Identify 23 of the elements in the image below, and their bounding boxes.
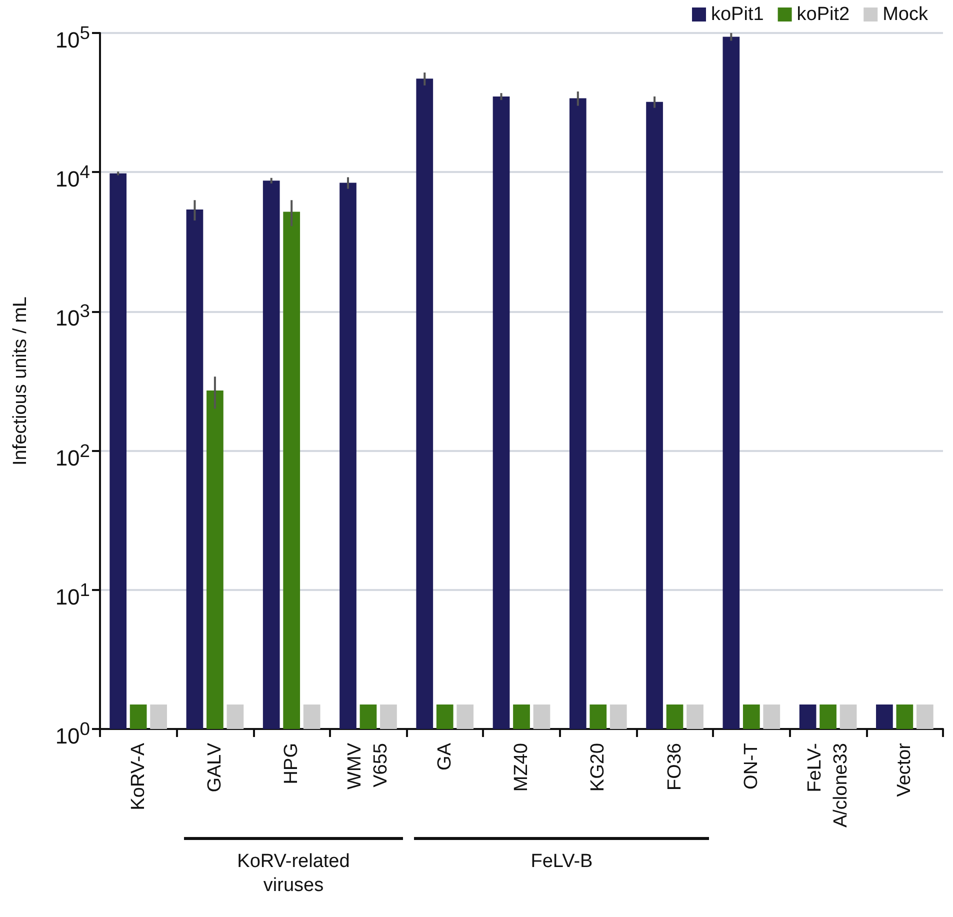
y-tick-label: 10$^{1}$: [54, 578, 90, 610]
x-tick-label: HPG: [281, 743, 302, 784]
x-tick-label: Vector: [894, 742, 916, 797]
y-tick-label: 10$^{4}$: [54, 160, 90, 193]
legend-label: koPit1: [710, 4, 764, 25]
x-tick-label: FO36: [664, 743, 686, 791]
x-tick-label: KG20: [588, 743, 609, 792]
x-tick-label: GA: [434, 742, 456, 770]
legend-label: Mock: [882, 4, 928, 25]
x-tick-label: ON-T: [740, 742, 762, 790]
x-tick-label: MZ40: [511, 743, 532, 792]
y-tick-label: 10$^{0}$: [54, 717, 90, 750]
y-axis-title: Infectious units / mL: [10, 296, 31, 466]
y-tick-label: 10$^{2}$: [55, 440, 90, 470]
x-tick-label: GALV: [204, 742, 226, 792]
legend-label: koPit2: [796, 4, 850, 25]
y-tick-label: 10$^{3}$: [55, 300, 90, 331]
x-tick-label: KoRV-A: [128, 742, 149, 810]
x-tick-label: WMV V655: [344, 742, 392, 790]
x-tick-label: FeLV-A/clone33: [804, 743, 852, 828]
text: KoRV-related viruses: [236, 850, 351, 898]
y-tick-label: 10$^{5}$: [54, 21, 90, 54]
text: FeLV-B: [530, 850, 594, 874]
